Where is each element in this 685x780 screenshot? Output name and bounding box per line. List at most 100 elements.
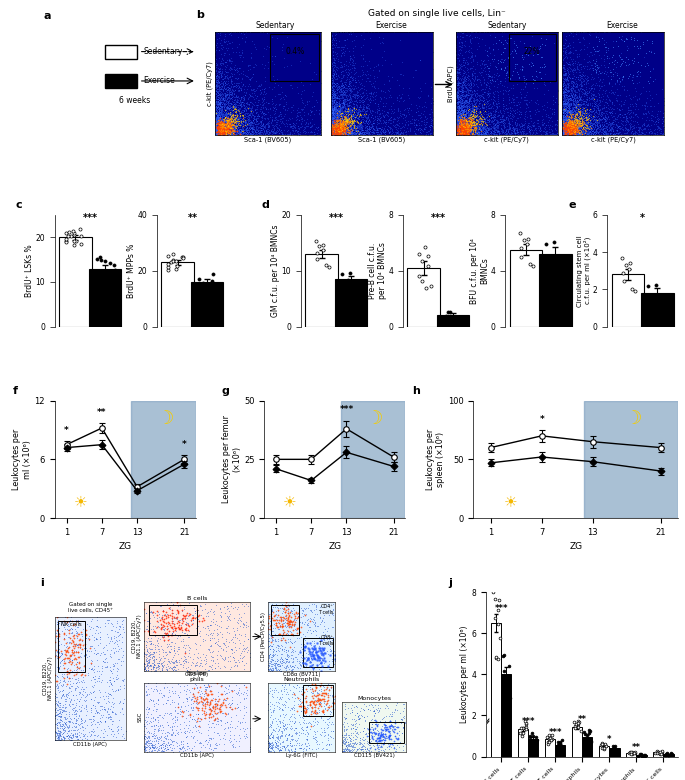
Point bbox=[623, 746, 634, 759]
Point bbox=[171, 263, 182, 275]
Text: Sedentary: Sedentary bbox=[143, 47, 182, 56]
Point bbox=[208, 268, 219, 281]
Point bbox=[514, 227, 525, 239]
Bar bbox=[582, 737, 593, 757]
Bar bbox=[89, 268, 121, 327]
Point bbox=[212, 284, 223, 296]
Point bbox=[521, 238, 532, 250]
Point bbox=[60, 226, 71, 239]
Point bbox=[608, 739, 619, 752]
Point bbox=[207, 275, 218, 287]
Point bbox=[488, 586, 499, 598]
Bar bbox=[59, 237, 92, 327]
Bar bbox=[599, 746, 609, 757]
Point bbox=[530, 737, 540, 750]
Point bbox=[628, 747, 639, 760]
Bar bbox=[162, 262, 194, 327]
Point bbox=[618, 275, 629, 288]
Bar bbox=[306, 254, 338, 327]
Text: *: * bbox=[640, 212, 645, 222]
Point bbox=[582, 729, 593, 741]
Text: ***: *** bbox=[83, 212, 98, 222]
Point bbox=[490, 651, 501, 664]
Point bbox=[314, 239, 325, 252]
Bar bbox=[556, 746, 565, 757]
Point bbox=[545, 732, 556, 744]
Y-axis label: Leukocytes per ml (×10⁶): Leukocytes per ml (×10⁶) bbox=[460, 626, 469, 723]
Bar bbox=[545, 739, 556, 757]
Point bbox=[449, 314, 460, 326]
Bar bbox=[609, 748, 619, 757]
Text: ☽: ☽ bbox=[624, 409, 642, 427]
Point bbox=[109, 259, 120, 271]
Point bbox=[197, 281, 208, 293]
Point bbox=[643, 301, 653, 314]
Point bbox=[552, 739, 563, 751]
Point bbox=[211, 279, 222, 292]
Point bbox=[95, 274, 105, 286]
Point bbox=[425, 279, 436, 292]
Point bbox=[98, 266, 109, 278]
Point bbox=[504, 660, 515, 672]
Text: j: j bbox=[448, 577, 452, 587]
Y-axis label: Leukocytes per
ml (×10⁶): Leukocytes per ml (×10⁶) bbox=[12, 429, 32, 490]
Point bbox=[621, 258, 632, 271]
Point bbox=[650, 747, 661, 760]
Bar bbox=[491, 623, 501, 757]
Point bbox=[598, 743, 609, 755]
Point bbox=[653, 302, 664, 314]
Point bbox=[580, 738, 591, 750]
Point bbox=[321, 259, 332, 271]
Point bbox=[653, 746, 664, 759]
Point bbox=[518, 234, 529, 246]
Point bbox=[569, 716, 580, 729]
Point bbox=[490, 612, 501, 624]
Bar bbox=[518, 729, 528, 757]
Point bbox=[194, 272, 205, 285]
Text: **: ** bbox=[632, 743, 640, 752]
Bar bbox=[132, 401, 196, 518]
Point bbox=[575, 725, 586, 737]
Point bbox=[317, 243, 328, 256]
Point bbox=[656, 747, 667, 760]
Text: e: e bbox=[568, 200, 575, 211]
Point bbox=[554, 736, 565, 749]
Point bbox=[608, 745, 619, 757]
Point bbox=[579, 725, 590, 738]
Point bbox=[90, 267, 101, 279]
Point bbox=[163, 264, 174, 277]
Point bbox=[542, 730, 553, 743]
Y-axis label: Leukocytes per femur
(×10⁶): Leukocytes per femur (×10⁶) bbox=[222, 415, 241, 503]
Text: c: c bbox=[16, 200, 23, 211]
Point bbox=[342, 274, 353, 286]
Text: **: ** bbox=[577, 714, 587, 724]
Point bbox=[570, 718, 581, 730]
Point bbox=[609, 741, 620, 753]
Point bbox=[516, 730, 527, 743]
Point bbox=[63, 225, 74, 238]
Point bbox=[516, 250, 527, 263]
Point bbox=[609, 740, 620, 753]
Point bbox=[573, 718, 584, 730]
Point bbox=[447, 316, 458, 328]
Bar bbox=[539, 254, 571, 327]
Point bbox=[556, 251, 566, 264]
Point bbox=[585, 736, 596, 749]
Point bbox=[168, 248, 179, 261]
Point bbox=[414, 247, 425, 260]
Point bbox=[573, 716, 584, 729]
Point bbox=[177, 251, 188, 264]
Point bbox=[520, 723, 531, 736]
Point bbox=[323, 261, 334, 273]
Point bbox=[543, 737, 553, 750]
Point bbox=[92, 268, 103, 281]
Point bbox=[584, 725, 595, 737]
Bar bbox=[663, 754, 673, 757]
X-axis label: ZG: ZG bbox=[569, 542, 582, 551]
Point bbox=[351, 275, 362, 287]
Point bbox=[518, 722, 529, 735]
Point bbox=[658, 289, 669, 302]
Point bbox=[493, 604, 503, 616]
Bar bbox=[612, 275, 644, 327]
Point bbox=[443, 306, 454, 318]
